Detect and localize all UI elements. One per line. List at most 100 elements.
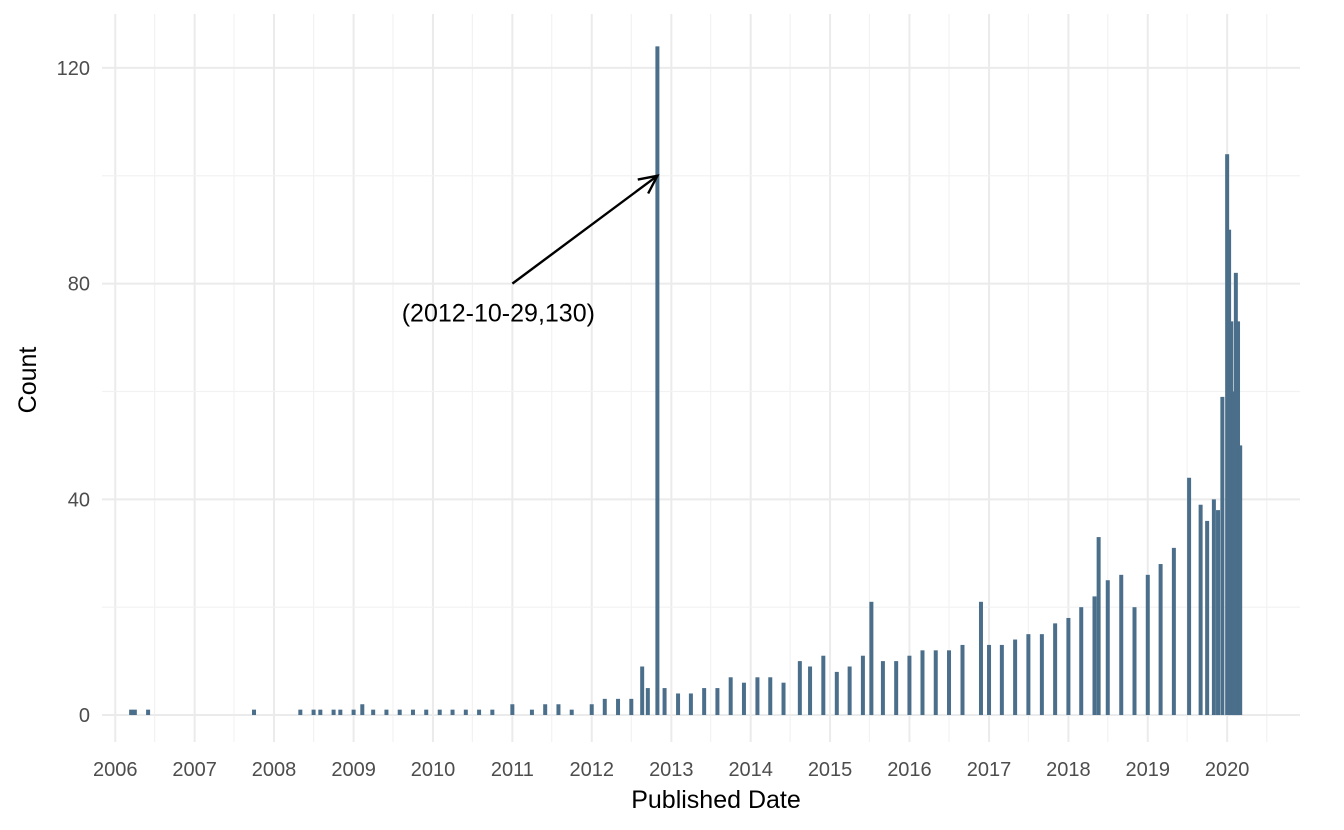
bar bbox=[640, 666, 645, 716]
bar bbox=[384, 709, 389, 716]
bar bbox=[629, 698, 634, 716]
bar bbox=[755, 677, 760, 716]
x-tick-label: 2006 bbox=[93, 759, 138, 781]
bar bbox=[311, 709, 316, 716]
x-tick-label: 2019 bbox=[1126, 759, 1171, 781]
bar bbox=[1158, 564, 1163, 716]
bar bbox=[676, 693, 681, 716]
bar bbox=[947, 650, 952, 716]
bar bbox=[1039, 634, 1044, 716]
bar bbox=[1187, 477, 1192, 716]
bar bbox=[821, 655, 826, 716]
x-axis-title: Published Date bbox=[631, 786, 801, 814]
x-tick-label: 2011 bbox=[491, 759, 534, 781]
bar bbox=[808, 666, 813, 716]
bar bbox=[616, 698, 621, 716]
bar bbox=[880, 661, 885, 716]
bar bbox=[847, 666, 852, 716]
bar bbox=[662, 688, 667, 716]
bar bbox=[360, 704, 365, 716]
bar bbox=[999, 644, 1004, 716]
y-axis-title: Count bbox=[14, 347, 42, 414]
bar bbox=[450, 709, 455, 716]
bar bbox=[920, 650, 925, 716]
bar bbox=[331, 709, 336, 716]
y-axis-ticks: 0 40 80 120 bbox=[57, 58, 90, 727]
bar bbox=[1216, 510, 1221, 716]
x-tick-label: 2013 bbox=[649, 759, 694, 781]
bar bbox=[1229, 321, 1234, 716]
bar bbox=[1198, 504, 1203, 716]
bar bbox=[960, 644, 965, 716]
x-tick-label: 2014 bbox=[728, 759, 773, 781]
bar bbox=[602, 698, 607, 716]
bar bbox=[978, 601, 983, 716]
bar bbox=[252, 709, 257, 716]
x-tick-label: 2018 bbox=[1046, 759, 1091, 781]
bar bbox=[907, 655, 912, 716]
bar bbox=[1053, 623, 1058, 716]
bar bbox=[797, 661, 802, 716]
x-axis-ticks: 2006 2007 2008 2009 2010 2011 2012 2013 2014 2015… bbox=[93, 759, 1249, 781]
x-tick-label: 2009 bbox=[331, 759, 376, 781]
bar bbox=[1238, 445, 1243, 716]
bar bbox=[869, 601, 874, 716]
bar bbox=[1096, 537, 1101, 716]
bar bbox=[529, 709, 534, 716]
bar bbox=[132, 709, 137, 716]
x-tick-label: 2012 bbox=[569, 759, 614, 781]
bar bbox=[129, 709, 134, 716]
bar bbox=[397, 709, 402, 716]
bar bbox=[410, 709, 415, 716]
bar bbox=[338, 709, 343, 716]
y-tick-label: 120 bbox=[57, 58, 90, 80]
bar bbox=[1171, 547, 1176, 716]
bar bbox=[146, 709, 151, 716]
bar bbox=[1026, 634, 1031, 716]
bar bbox=[860, 655, 865, 716]
bar bbox=[688, 693, 693, 716]
bar bbox=[894, 661, 899, 716]
bar bbox=[1079, 607, 1084, 716]
bar bbox=[1236, 321, 1241, 716]
bar bbox=[768, 677, 773, 716]
bar bbox=[1119, 574, 1124, 716]
bar bbox=[543, 704, 548, 716]
x-tick-label: 2015 bbox=[808, 759, 853, 781]
x-tick-label: 2010 bbox=[411, 759, 456, 781]
bar bbox=[424, 709, 429, 716]
bar bbox=[987, 644, 992, 716]
x-tick-label: 2017 bbox=[967, 759, 1012, 781]
bar bbox=[556, 704, 561, 716]
bar bbox=[490, 709, 495, 716]
bar bbox=[298, 709, 303, 716]
bar bbox=[437, 709, 442, 716]
bar bbox=[1105, 580, 1110, 716]
bar bbox=[318, 709, 323, 716]
annotation-arrow bbox=[511, 174, 659, 285]
y-tick-label: 40 bbox=[68, 489, 90, 511]
bar bbox=[1233, 272, 1238, 716]
bar bbox=[351, 709, 356, 716]
x-tick-label: 2016 bbox=[887, 759, 932, 781]
bar-series bbox=[129, 46, 1243, 716]
bar bbox=[702, 688, 707, 716]
bar bbox=[1211, 499, 1216, 716]
bar bbox=[1145, 574, 1150, 716]
bar bbox=[1205, 520, 1210, 716]
bar bbox=[933, 650, 938, 716]
bar bbox=[569, 709, 574, 716]
bar bbox=[834, 671, 839, 716]
bar bbox=[655, 46, 660, 716]
x-tick-label: 2008 bbox=[252, 759, 297, 781]
bar bbox=[1132, 607, 1137, 716]
y-tick-label: 80 bbox=[68, 274, 90, 296]
annotation-label: (2012-10-29,130) bbox=[402, 300, 595, 328]
bar bbox=[1066, 617, 1071, 716]
annotation-arrowhead bbox=[637, 174, 660, 195]
bar bbox=[715, 688, 720, 716]
bar bbox=[371, 709, 376, 716]
bar bbox=[741, 682, 746, 716]
bar bbox=[477, 709, 482, 716]
